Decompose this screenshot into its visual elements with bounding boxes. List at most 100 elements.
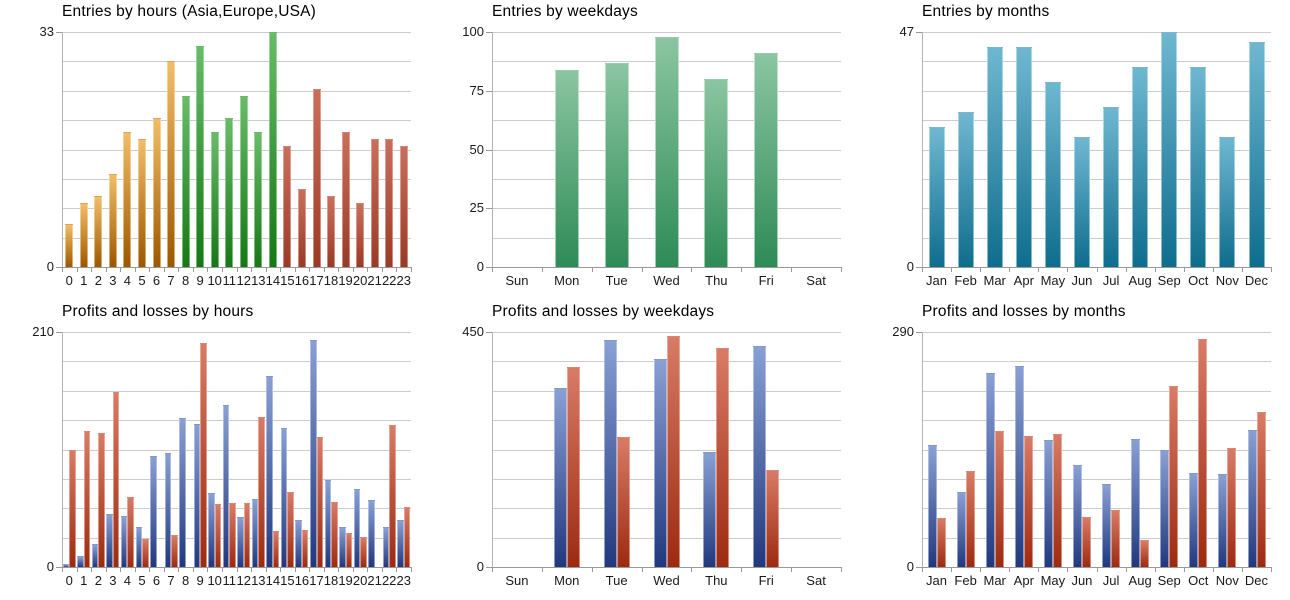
x-axis-label: 2: [94, 573, 102, 588]
gridline: [62, 538, 411, 539]
x-axis-label: 5: [138, 273, 146, 288]
bar-profit-8: [179, 418, 186, 567]
x-axis-tick: [324, 267, 325, 272]
x-axis-label: 17: [309, 573, 324, 588]
bar-profit-13: [251, 498, 259, 567]
x-axis-tick: [280, 567, 281, 572]
x-axis-tick: [1155, 567, 1156, 572]
gridline: [922, 391, 1271, 392]
x-axis-label: Tue: [605, 273, 628, 288]
x-axis-tick: [149, 267, 150, 272]
bar-loss-5: [142, 539, 149, 567]
x-axis-tick: [642, 267, 643, 272]
bar-entries-Thu: [704, 79, 729, 267]
x-axis-label: 6: [152, 273, 161, 288]
bar-profit-Jan: [927, 445, 937, 567]
x-axis-tick: [62, 567, 63, 572]
bar-entries-12: [239, 96, 248, 267]
y-axis-label: 50: [469, 141, 484, 157]
bar-loss-15: [287, 492, 294, 567]
x-axis-tick: [367, 267, 368, 272]
x-axis-label: 1: [80, 273, 88, 288]
bar-profit-Sep: [1160, 450, 1170, 567]
x-axis-tick: [841, 567, 842, 572]
x-axis-label: 14: [265, 573, 281, 588]
x-axis-label: Aug: [1128, 273, 1152, 288]
x-axis-label: Sep: [1157, 273, 1181, 288]
x-axis-label: Fri: [758, 273, 774, 288]
x-axis-tick: [178, 567, 179, 572]
x-axis-label: Feb: [954, 573, 977, 588]
bar-entries-Fri: [754, 53, 779, 267]
x-axis-tick: [382, 567, 383, 572]
x-axis-label: 8: [181, 273, 190, 288]
gridline: [62, 508, 411, 509]
plot-area: Jan Feb Mar Apr May Jun Jul Aug Sep Oct Nov Dec: [916, 32, 1272, 288]
x-axis-tick: [542, 267, 543, 272]
y-axis-line: [922, 32, 923, 267]
bar-loss-11: [229, 503, 236, 567]
x-axis-tick: [309, 567, 310, 572]
x-axis-label: 0: [65, 273, 73, 288]
gridline: [492, 32, 841, 33]
x-axis-tick: [1038, 267, 1039, 272]
gridline: [922, 450, 1271, 451]
x-axis-label: 20: [352, 273, 368, 288]
bar-entries-Jan: [928, 127, 945, 267]
chart-title: Profits and losses by hours: [62, 303, 254, 320]
x-axis-tick: [237, 567, 238, 572]
x-axis-tick: [922, 267, 923, 272]
bar-loss-7: [171, 534, 178, 567]
y-axis-line: [922, 332, 923, 567]
bar-entries-Mon: [554, 69, 579, 267]
bar-profit-18: [324, 479, 331, 567]
bar-loss-Thu: [716, 347, 730, 567]
x-axis-tick: [193, 567, 194, 572]
x-axis-line: [492, 267, 841, 268]
x-axis-label: 16: [294, 573, 310, 588]
y-axis-tick: [486, 267, 492, 268]
x-axis-label: Mon: [554, 573, 580, 588]
x-axis-label: Aug: [1128, 573, 1152, 588]
bar-loss-Sep: [1169, 386, 1179, 567]
bar-loss-1: [83, 430, 91, 567]
chart-entries-by-months: Entries by months Jan Feb Mar Apr May Jun Jul A…: [860, 0, 1290, 300]
bar-loss-10: [214, 504, 222, 567]
x-axis-label: 0: [65, 573, 73, 588]
y-axis-tick: [56, 567, 62, 568]
x-axis-tick: [1242, 267, 1243, 272]
bar-profit-Jul: [1102, 484, 1111, 567]
gridline: [62, 32, 411, 33]
bar-loss-Fri: [766, 470, 780, 567]
x-axis-label: 12: [236, 573, 251, 588]
x-axis-label: Sep: [1157, 573, 1181, 588]
x-axis-tick: [841, 267, 842, 272]
gridline: [922, 361, 1271, 362]
bar-loss-12: [243, 503, 251, 567]
x-axis-label: Dec: [1244, 273, 1268, 288]
x-axis-tick: [691, 567, 692, 572]
gridline: [62, 61, 411, 62]
y-axis-label: 75: [469, 82, 484, 98]
x-axis-tick: [1126, 267, 1127, 272]
x-axis-label: 9: [196, 273, 204, 288]
gridline: [62, 150, 411, 151]
x-axis-label: 11: [222, 273, 236, 288]
x-axis-label: 23: [396, 573, 411, 588]
bar-entries-11: [225, 117, 234, 267]
bar-loss-Mon: [566, 367, 580, 567]
y-axis-label: 0: [476, 259, 484, 274]
bar-loss-18: [331, 502, 338, 567]
bar-loss-23: [403, 506, 411, 567]
x-axis-label: Jun: [1071, 273, 1093, 288]
bar-loss-Wed: [666, 336, 680, 567]
x-axis-line: [922, 567, 1271, 568]
bar-entries-May: [1044, 82, 1061, 267]
bar-loss-16: [301, 530, 309, 567]
x-axis-tick: [91, 567, 92, 572]
x-axis-label: May: [1040, 273, 1066, 288]
bar-entries-21: [370, 138, 379, 267]
x-axis-tick: [178, 267, 179, 272]
bar-entries-17: [312, 89, 321, 267]
bar-profit-2: [91, 543, 99, 567]
